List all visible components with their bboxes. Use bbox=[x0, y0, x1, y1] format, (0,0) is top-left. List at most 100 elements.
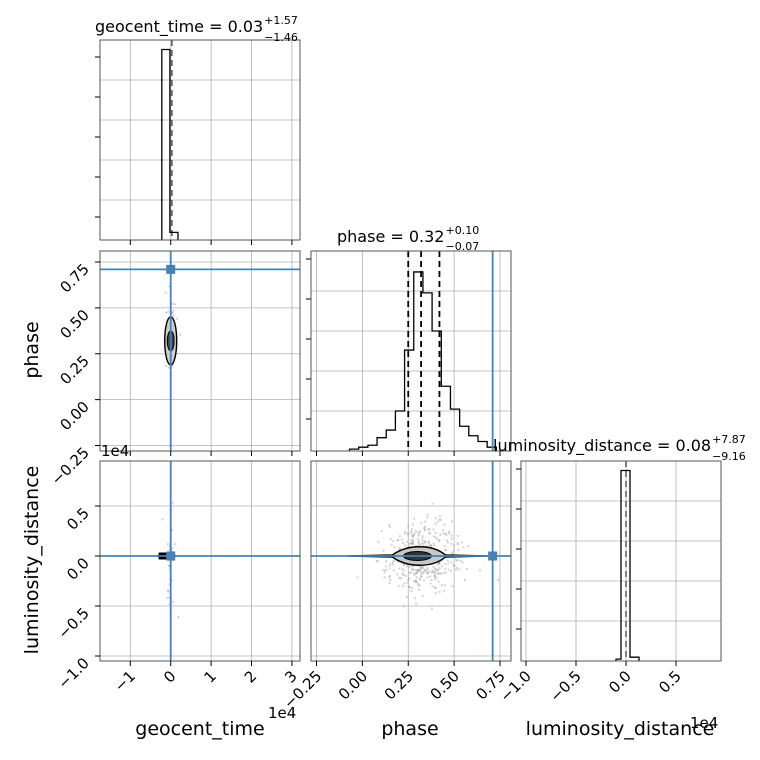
scatter-point bbox=[401, 567, 404, 570]
scatter-point bbox=[388, 525, 392, 529]
scatter-point bbox=[437, 540, 440, 543]
scatter-point bbox=[435, 576, 438, 579]
scatter-point bbox=[385, 560, 388, 563]
scatter-point bbox=[424, 540, 427, 543]
scatter-point bbox=[411, 535, 415, 538]
scatter-point bbox=[423, 540, 427, 543]
scatter-point bbox=[415, 569, 418, 572]
scatter-point bbox=[442, 529, 445, 532]
offset-label-luminosity-distance-x: 1e4 bbox=[690, 714, 718, 732]
ytick-label-phase-2: 0.25 bbox=[56, 352, 92, 388]
scatter-point bbox=[446, 559, 449, 562]
scatter-point bbox=[429, 544, 433, 547]
scatter-point bbox=[455, 559, 458, 562]
scatter-point bbox=[164, 291, 167, 294]
scatter-point bbox=[442, 572, 445, 575]
frame-panel-luminosity_distance-luminosity_distance bbox=[520, 460, 722, 662]
scatter-point bbox=[167, 366, 170, 369]
scatter-point bbox=[172, 309, 175, 312]
title-luminosity-distance: luminosity_distance = 0.08 bbox=[493, 436, 711, 456]
scatter-point bbox=[422, 535, 425, 538]
scatter-point bbox=[418, 543, 422, 546]
ytick-label-phase-4: −0.25 bbox=[48, 444, 93, 489]
scatter-point bbox=[409, 531, 412, 535]
scatter-point bbox=[463, 578, 467, 582]
offset-label-luminosity-distance-y: 1e4 bbox=[101, 442, 129, 460]
scatter-point bbox=[450, 520, 454, 523]
scatter-point bbox=[417, 570, 420, 573]
scatter-point bbox=[416, 571, 419, 574]
scatter-point bbox=[425, 568, 429, 571]
ytick-label-phase-0: 0.75 bbox=[56, 260, 92, 296]
title-error-plus-luminosity_distance: +7.87 bbox=[712, 433, 746, 446]
scatter-point bbox=[423, 526, 426, 530]
scatter-point bbox=[177, 616, 180, 619]
scatter-point bbox=[388, 574, 391, 577]
scatter-point bbox=[413, 532, 416, 535]
scatter-point bbox=[166, 596, 169, 599]
scatter-point bbox=[434, 592, 437, 595]
scatter-point bbox=[418, 532, 421, 535]
scatter-point bbox=[417, 534, 420, 537]
scatter-point bbox=[403, 582, 406, 585]
scatter-point bbox=[450, 542, 453, 545]
scatter-point bbox=[438, 539, 441, 542]
scatter-point bbox=[429, 531, 432, 534]
scatter-point bbox=[456, 559, 459, 562]
scatter-point bbox=[429, 543, 432, 546]
scatter-point bbox=[452, 544, 456, 547]
scatter-point bbox=[409, 538, 413, 541]
scatter-point bbox=[405, 564, 409, 568]
scatter-point bbox=[418, 584, 421, 587]
scatter-point bbox=[402, 584, 405, 587]
scatter-point bbox=[409, 542, 413, 545]
scatter-point bbox=[408, 586, 411, 589]
xlabel-phase: phase bbox=[381, 718, 438, 740]
scatter-point bbox=[437, 571, 440, 575]
scatter-point bbox=[392, 539, 395, 543]
truth-marker-phase-geocent_time bbox=[166, 264, 176, 274]
histogram-luminosity_distance bbox=[615, 469, 640, 661]
scatter-point bbox=[383, 576, 386, 579]
scatter-point bbox=[174, 542, 177, 546]
scatter-point bbox=[382, 568, 385, 572]
title-geocent-time: geocent_time = 0.03 bbox=[95, 17, 263, 37]
scatter-point bbox=[431, 502, 434, 505]
scatter-point bbox=[443, 523, 446, 526]
xtick-label-phase-3: 0.50 bbox=[427, 667, 463, 703]
scatter-point bbox=[434, 570, 437, 573]
scatter-point bbox=[450, 551, 454, 554]
scatter-point bbox=[427, 542, 430, 545]
scatter-point bbox=[407, 525, 410, 528]
scatter-point bbox=[171, 501, 174, 504]
scatter-point bbox=[416, 538, 420, 541]
scatter-point bbox=[411, 586, 414, 590]
frame-panel-luminosity_distance-geocent_time bbox=[99, 460, 301, 662]
scatter-point bbox=[423, 570, 426, 573]
scatter-point bbox=[376, 560, 379, 563]
scatter-point bbox=[443, 584, 447, 587]
ytick-label-luminosity_distance-1: 0.0 bbox=[63, 554, 93, 584]
scatter-point bbox=[383, 571, 386, 574]
scatter-point bbox=[420, 572, 423, 576]
scatter-point bbox=[467, 545, 470, 548]
scatter-point bbox=[428, 528, 431, 531]
scatter-point bbox=[432, 585, 435, 588]
scatter-point bbox=[430, 578, 433, 582]
scatter-point bbox=[411, 540, 415, 543]
scatter-point bbox=[411, 543, 415, 546]
scatter-point bbox=[415, 571, 418, 574]
scatter-point bbox=[431, 569, 434, 572]
scatter-point bbox=[412, 579, 416, 583]
scatter-point bbox=[437, 580, 440, 583]
scatter-point bbox=[438, 566, 441, 570]
scatter-point bbox=[423, 525, 426, 528]
scatter-point bbox=[356, 576, 359, 579]
scatter-point bbox=[396, 573, 399, 576]
scatter-point bbox=[452, 549, 455, 552]
ytick-label-luminosity_distance-2: −0.5 bbox=[54, 604, 92, 642]
scatter-point bbox=[436, 520, 440, 523]
scatter-point bbox=[460, 541, 463, 544]
scatter-point bbox=[388, 576, 391, 579]
scatter-point bbox=[411, 542, 414, 545]
